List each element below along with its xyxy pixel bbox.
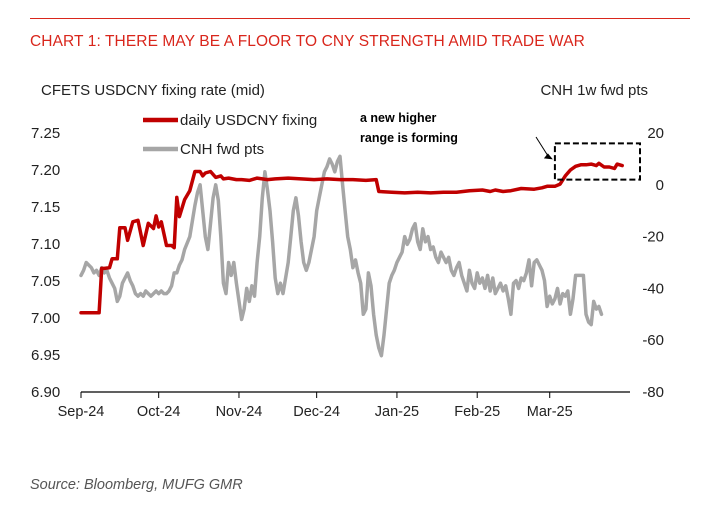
y-left-tick-label: 6.95	[31, 347, 60, 364]
y-left-tick-label: 7.10	[31, 236, 60, 253]
annotation-box	[535, 136, 641, 181]
x-tick-label: Dec-24	[293, 404, 340, 420]
x-tick-label: Feb-25	[454, 404, 500, 420]
y-left-tick-label: 7.05	[31, 273, 60, 290]
x-tick-label: Oct-24	[137, 404, 181, 420]
legend: daily USDCNY fixing CNH fwd pts	[143, 112, 317, 158]
plot-area: Sep-24 Oct-24 Nov-24 Dec-24 Jan-25 Feb-25 Mar-…	[31, 125, 664, 420]
right-axis-title: CNH 1w fwd pts	[540, 82, 648, 99]
x-tick-label: Nov-24	[216, 404, 263, 420]
annotation-arrow-head	[543, 153, 553, 160]
annotation-line-2: range is forming	[360, 131, 458, 145]
y-right-tick-label: -60	[642, 332, 664, 349]
y-right-tick-label: -20	[642, 229, 664, 246]
title-rule	[30, 18, 690, 19]
y-right-tick-label: 20	[647, 125, 664, 142]
y-left-tick-label: 6.90	[31, 384, 60, 401]
chart-title: CHART 1: THERE MAY BE A FLOOR TO CNY STR…	[30, 33, 585, 50]
legend-label-fwd-pts: CNH fwd pts	[180, 141, 264, 158]
y-left-tick-label: 7.00	[31, 310, 60, 327]
x-tick-label: Jan-25	[375, 404, 419, 420]
annotation-line-1: a new higher	[360, 111, 437, 125]
series-line-cnh-fwd-pts	[79, 154, 604, 358]
y-left-tick-label: 7.15	[31, 199, 60, 216]
y-right-tick-label: -40	[642, 280, 664, 297]
y-right-tick-label: -80	[642, 384, 664, 401]
x-tick-label: Sep-24	[58, 404, 105, 420]
annotation-dashed-box	[553, 142, 641, 181]
y-right-tick-label: 0	[656, 177, 664, 194]
y-left-tick-label: 7.20	[31, 162, 60, 179]
legend-label-fixing: daily USDCNY fixing	[180, 112, 317, 129]
x-tick-label: Mar-25	[527, 404, 573, 420]
source-note: Source: Bloomberg, MUFG GMR	[30, 477, 243, 493]
series-line-usdcny-fixing	[79, 161, 624, 315]
annotation-arrow-line	[535, 136, 550, 158]
left-axis-title: CFETS USDCNY fixing rate (mid)	[41, 82, 265, 99]
y-left-tick-label: 7.25	[31, 125, 60, 142]
